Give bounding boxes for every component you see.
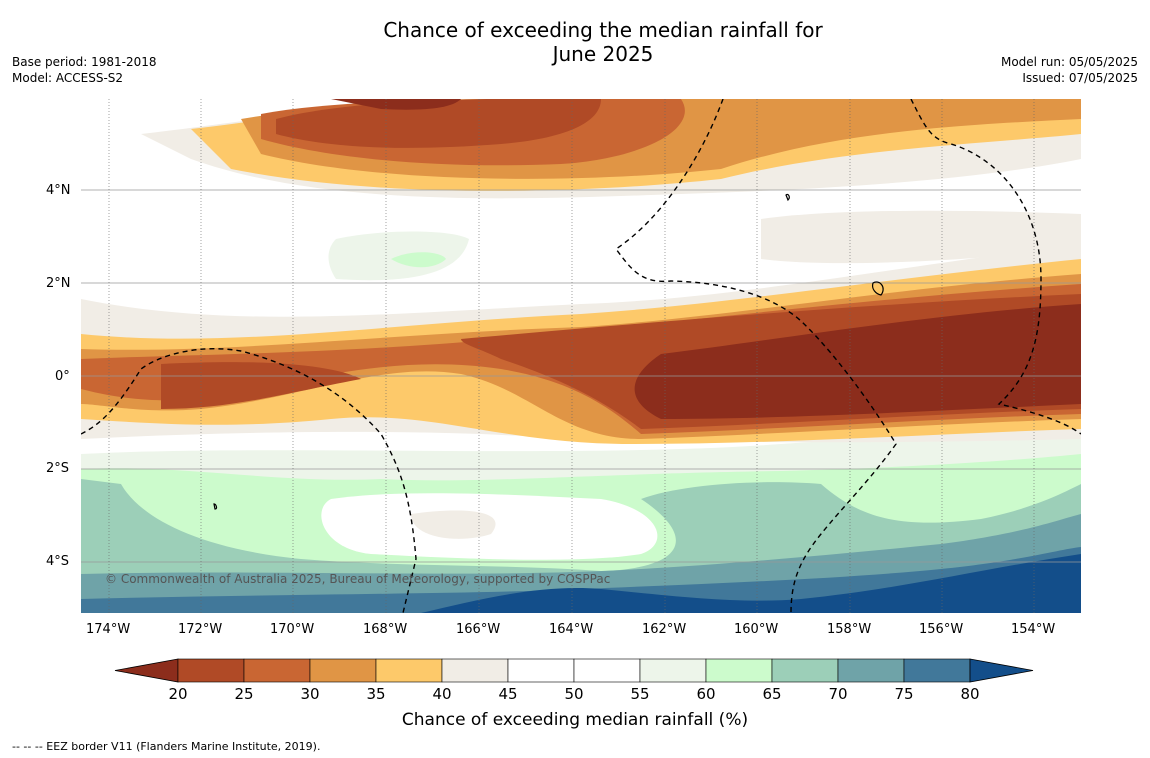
colorbar-cell: [639, 658, 707, 683]
colorbar-extend-high: [969, 658, 1034, 683]
lon-tick-162w: 162°W: [642, 622, 687, 637]
lon-tick-168w: 168°W: [363, 622, 408, 637]
colorbar-cell: [507, 658, 575, 683]
lon-tick-156w: 156°W: [919, 622, 964, 637]
lat-tick-2n: 2°N: [46, 276, 71, 291]
contour-45-50-northeast: [761, 210, 1081, 264]
colorbar-cell: [441, 658, 509, 683]
issued-date: Issued: 07/05/2025: [1022, 71, 1138, 85]
title-line-2: June 2025: [552, 42, 654, 66]
lon-tick-158w: 158°W: [827, 622, 872, 637]
colorbar-cell: [903, 658, 971, 683]
colorbar-cell: [375, 658, 443, 683]
colorbar-tick-label: 55: [630, 685, 650, 703]
contour-20-25-north: [276, 99, 601, 148]
base-period: Base period: 1981-2018: [12, 55, 157, 69]
lon-tick-170w: 170°W: [270, 622, 315, 637]
colorbar-tick-label: 40: [432, 685, 452, 703]
lon-tick-154w: 154°W: [1011, 622, 1056, 637]
copyright-notice: © Commonwealth of Australia 2025, Bureau…: [105, 572, 611, 586]
rainfall-map: [81, 99, 1081, 613]
lat-tick-4s: 4°S: [46, 554, 70, 569]
colorbar-tick-label: 75: [894, 685, 914, 703]
lon-tick-160w: 160°W: [734, 622, 779, 637]
colorbar-cell: [837, 658, 905, 683]
graticule: [81, 189, 1081, 563]
lat-tick-2s: 2°S: [46, 461, 70, 476]
lon-tick-164w: 164°W: [549, 622, 594, 637]
colorbar-cell: [309, 658, 377, 683]
islands: [213, 193, 884, 510]
lon-tick-172w: 172°W: [178, 622, 223, 637]
colorbar-cell: [177, 658, 245, 683]
colorbar-tick-label: 50: [564, 685, 584, 703]
colorbar-tick-label: 65: [762, 685, 782, 703]
contour-under-20-equator: [634, 304, 1081, 419]
colorbar-tick-label: 60: [696, 685, 716, 703]
colorbar-cell: [771, 658, 839, 683]
lat-tick-4n: 4°N: [46, 183, 71, 198]
colorbar-cell: [573, 658, 641, 683]
colorbar-cell: [705, 658, 773, 683]
colorbar-tick-label: 70: [828, 685, 848, 703]
meta-right: Model run: 05/05/2025 Issued: 07/05/2025: [1001, 54, 1138, 86]
contour-45-50-south: [411, 510, 496, 539]
map-title: Chance of exceeding the median rainfall …: [0, 18, 1150, 66]
colorbar-cell: [243, 658, 311, 683]
lon-tick-174w: 174°W: [86, 622, 131, 637]
lon-tick-166w: 166°W: [456, 622, 501, 637]
colorbar-cells: [114, 658, 1034, 683]
contour-under-20-north: [331, 99, 461, 110]
contour-85-plus: [421, 554, 1081, 613]
colorbar-title: Chance of exceeding median rainfall (%): [401, 710, 749, 730]
colorbar-tick-label: 30: [300, 685, 320, 703]
contour-65-70-patch: [391, 252, 446, 268]
eez-border: [81, 99, 1081, 613]
colorbar: [114, 658, 1034, 683]
colorbar-tick-label: 35: [366, 685, 386, 703]
model-run: Model run: 05/05/2025: [1000, 55, 1138, 69]
eez-footnote: -- -- -- EEZ border V11 (Flanders Marine…: [12, 740, 321, 753]
colorbar-tick-label: 25: [234, 685, 254, 703]
colorbar-extend-low: [114, 658, 179, 683]
title-line-1: Chance of exceeding the median rainfall …: [383, 18, 823, 42]
map-canvas: [81, 99, 1081, 613]
colorbar-tick-label: 45: [498, 685, 518, 703]
meta-left: Base period: 1981-2018 Model: ACCESS-S2: [12, 54, 157, 86]
model-name: Model: ACCESS-S2: [12, 71, 124, 85]
colorbar-tick-label: 20: [168, 685, 188, 703]
lat-tick-0: 0°: [55, 369, 70, 384]
colorbar-tick-label: 80: [960, 685, 980, 703]
